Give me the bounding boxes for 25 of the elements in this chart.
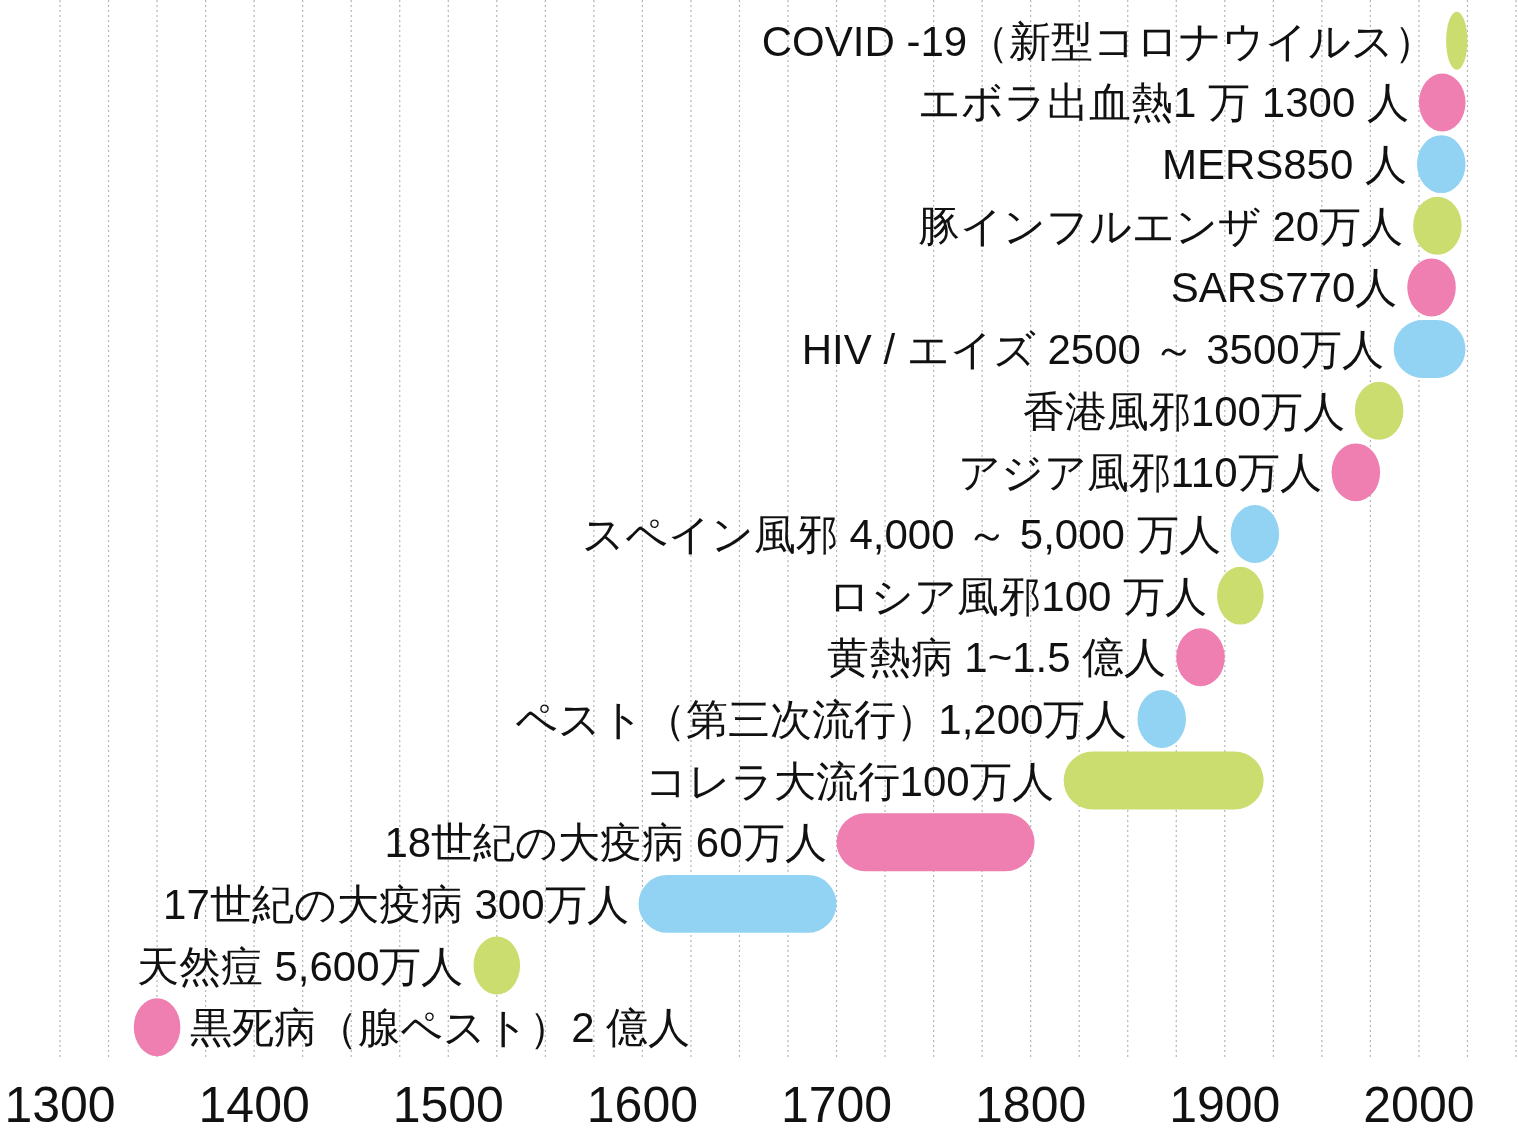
category-label: 17世紀の大疫病 300万人: [163, 880, 629, 928]
x-tick-label: 2000: [1363, 1077, 1475, 1133]
category-label: スペイン風邪 4,000 ～ 5,000 万人: [581, 511, 1221, 558]
category-label: ペスト（第三次流行）1,200万人: [515, 695, 1128, 743]
category-label: アジア風邪110万人: [957, 449, 1322, 497]
x-tick-label: 1500: [392, 1077, 504, 1133]
category-label: 黒死病（腺ペスト）2 億人: [190, 1004, 691, 1052]
category-label: 香港風邪100万人: [1022, 387, 1345, 435]
x-tick-label: 1400: [198, 1077, 310, 1133]
x-tick-label: 1300: [4, 1077, 116, 1133]
category-label: COVID -19（新型コロナウイルス）: [761, 17, 1437, 65]
x-tick-label: 1800: [975, 1077, 1087, 1133]
category-label: エボラ出血熱1 万 1300 人: [918, 79, 1409, 127]
category-label: ロシア風邪100 万人: [828, 572, 1208, 620]
category-label: 天然痘 5,600万人: [136, 942, 464, 990]
category-label: コレラ大流行100万人: [644, 757, 1054, 805]
category-label: HIV / エイズ 2500 ～ 3500万人: [801, 326, 1384, 374]
x-tick-label: 1900: [1169, 1077, 1281, 1133]
category-label: 黄熱病 1~1.5 億人: [826, 634, 1167, 682]
category-label: 18世紀の大疫病 60万人: [384, 819, 827, 867]
x-tick-label: 1600: [586, 1077, 698, 1133]
category-label: SARS770人: [1170, 264, 1398, 312]
category-label: MERS850 人: [1161, 141, 1407, 189]
category-label: 豚インフルエンザ 20万人: [917, 202, 1404, 250]
x-tick-label: 1700: [780, 1077, 893, 1133]
